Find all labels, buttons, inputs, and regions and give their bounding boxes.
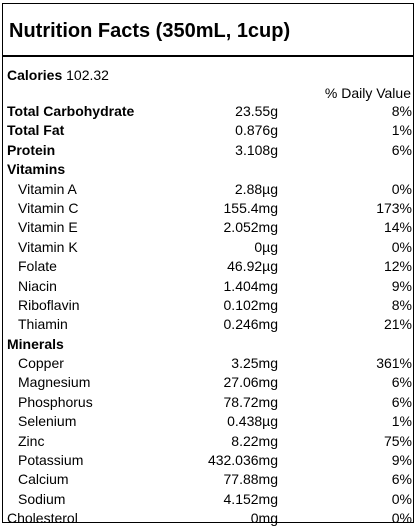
nutrient-amount: 27.06mg [223,374,278,391]
nutrient-amount: 46.92µg [227,258,278,275]
table-row: Sodium 4.152mg 0% [3,490,413,509]
nutrient-daily-value: 0% [391,238,412,255]
nutrient-amount: 1.404mg [223,277,278,294]
nutrient-name: Protein [7,141,56,158]
nutrient-daily-value: 0% [391,490,412,507]
nutrient-name: Cholesterol [7,510,78,527]
nutrient-daily-value: 6% [391,374,412,391]
table-row: Zinc 8.22mg 75% [3,432,413,451]
nutrient-name: Total Carbohydrate [7,103,135,119]
table-row: Riboflavin 0.102mg 8% [3,296,413,315]
nutrient-name: Phosphorus [18,393,93,410]
nutrient-name: Thiamin [18,316,68,333]
nutrient-amount: 0.876g [235,122,278,139]
nutrient-amount: 0µg [254,238,278,255]
table-row: Vitamin C 155.4mg 173% [3,199,413,218]
nutrient-name: Vitamins [7,161,66,178]
nutrient-daily-value: 8% [391,296,412,313]
nutrient-daily-value: 361% [376,355,412,372]
nutrient-daily-value: 9% [391,277,412,294]
nutrient-name: Vitamin A [18,180,77,197]
title-bar: Nutrition Facts (350mL, 1cup) [3,4,413,57]
nutrient-amount: 0mg [250,510,278,527]
nutrient-name: Calcium [18,471,69,488]
nutrient-table: Total Carbohydrate 23.55g 8% Total Fat 0.876… [3,102,413,529]
nutrient-name: Sodium [18,490,66,507]
nutrient-daily-value: 6% [391,393,412,410]
table-row: Magnesium 27.06mg 6% [3,373,413,392]
nutrient-daily-value: 21% [383,316,412,333]
nutrient-name: Selenium [18,413,77,430]
nutrient-daily-value: 1% [391,122,412,139]
nutrient-amount: 0.438µg [227,413,278,430]
table-row: Thiamin 0.246mg 21% [3,315,413,334]
table-row: Cholesterol 0mg 0% [3,509,413,528]
nutrient-name: Magnesium [18,374,91,391]
nutrient-amount: 78.72mg [223,393,278,410]
nutrient-name: Vitamin K [18,238,78,255]
table-row: Calcium 77.88mg 6% [3,470,413,489]
table-row: Niacin 1.404mg 9% [3,277,413,296]
nutrient-name: Riboflavin [18,296,80,313]
table-row: Total Fat 0.876g 1% [3,121,413,140]
nutrient-name: Folate [18,258,57,275]
table-row: Protein 3.108g 6% [3,141,413,160]
nutrient-amount: 2.052mg [223,219,278,236]
nutrient-daily-value: 14% [383,219,412,236]
nutrient-name: Total Fat [7,122,65,139]
nutrient-amount: 2.88µg [234,180,278,197]
nutrient-name: Minerals [7,335,64,352]
nutrient-amount: 0.246mg [223,316,278,333]
table-row: Vitamin E 2.052mg 14% [3,218,413,237]
nutrient-amount: 3.25mg [231,355,278,372]
table-row: Potassium 432.036mg 9% [3,451,413,470]
table-row: Copper 3.25mg 361% [3,354,413,373]
daily-value-header: % Daily Value [324,85,411,101]
calories-line: Calories 102.32 [7,67,109,83]
nutrient-daily-value: 12% [383,258,412,275]
table-row: Vitamins [3,160,413,179]
nutrient-daily-value: 8% [391,103,412,119]
nutrient-name: Vitamin E [18,219,78,236]
nutrient-daily-value: 0% [391,510,412,527]
nutrient-amount: 23.55g [235,103,278,119]
nutrient-daily-value: 9% [391,452,412,469]
nutrient-daily-value: 1% [391,413,412,430]
calories-value: 102.32 [66,67,109,83]
nutrient-name: Potassium [18,452,84,469]
nutrient-daily-value: 0% [391,180,412,197]
nutrient-amount: 77.88mg [223,471,278,488]
nutrient-name: Copper [18,355,64,372]
table-row: Total Carbohydrate 23.55g 8% [3,102,413,121]
table-row: Selenium 0.438µg 1% [3,412,413,431]
table-row: Phosphorus 78.72mg 6% [3,393,413,412]
nutrition-facts-panel: Nutrition Facts (350mL, 1cup) Calories 1… [2,3,414,526]
table-row: Minerals [3,335,413,354]
nutrient-amount: 0.102mg [223,296,278,313]
nutrient-name: Zinc [18,432,45,449]
nutrient-amount: 432.036mg [207,452,278,469]
nutrient-daily-value: 173% [376,199,412,216]
page-title: Nutrition Facts (350mL, 1cup) [9,20,291,42]
table-row: Vitamin A 2.88µg 0% [3,180,413,199]
nutrient-amount: 3.108g [235,141,278,158]
table-row: Folate 46.92µg 12% [3,257,413,276]
nutrient-daily-value: 6% [391,141,412,158]
calories-label: Calories [7,67,63,83]
nutrient-amount: 155.4mg [223,199,278,216]
nutrient-name: Vitamin C [18,199,79,216]
nutrient-daily-value: 75% [383,432,412,449]
nutrient-amount: 8.22mg [231,432,278,449]
nutrient-amount: 4.152mg [223,490,278,507]
nutrient-name: Niacin [18,277,57,294]
nutrient-daily-value: 6% [391,471,412,488]
table-row: Vitamin K 0µg 0% [3,238,413,257]
